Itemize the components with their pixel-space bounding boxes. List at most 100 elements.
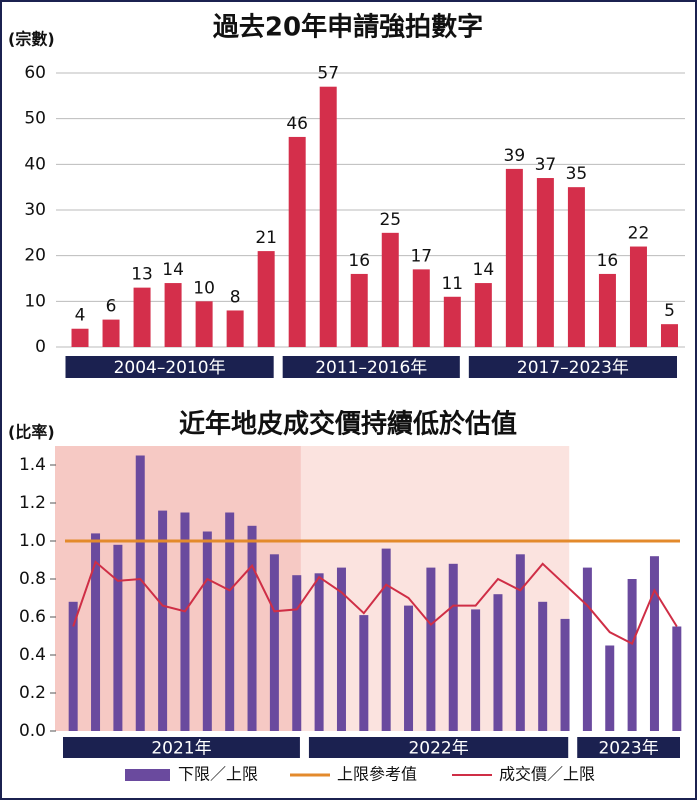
data-label: 6: [106, 297, 117, 317]
bar: [257, 251, 275, 347]
data-label: 21: [255, 228, 277, 248]
data-label: 14: [162, 260, 184, 280]
legend-label: 下限／上限: [178, 765, 258, 784]
bar: [202, 531, 212, 731]
data-label: 16: [597, 251, 619, 271]
bar: [443, 296, 461, 347]
bar: [560, 618, 570, 731]
bar: [359, 615, 369, 731]
bar: [133, 287, 151, 347]
data-label: 10: [193, 278, 215, 298]
bar: [605, 645, 615, 731]
bar: [68, 601, 78, 731]
y-tick-label: 0.6: [19, 607, 46, 627]
group-label: 2023年: [598, 739, 658, 759]
data-label: 35: [566, 164, 588, 184]
bar: [225, 512, 235, 731]
bar: [493, 594, 503, 731]
bar: [113, 544, 123, 731]
data-label: 57: [317, 64, 339, 84]
y-tick-label: 1.0: [19, 531, 46, 551]
bar: [102, 319, 120, 347]
legend-label: 成交價／上限: [499, 765, 595, 784]
bar: [247, 525, 257, 731]
data-label: 13: [131, 265, 153, 285]
data-label: 37: [535, 155, 557, 175]
data-label: 11: [441, 274, 463, 294]
group-label: 2017–2023年: [517, 358, 629, 378]
bar: [135, 455, 145, 731]
bar: [91, 533, 101, 731]
bar: [649, 556, 659, 731]
bar: [474, 283, 492, 347]
group-label: 2004–2010年: [114, 358, 226, 378]
bar: [381, 232, 399, 347]
data-label: 14: [473, 260, 495, 280]
y-tick-label: 0.4: [19, 645, 46, 665]
bar: [536, 178, 554, 347]
bar: [629, 246, 647, 347]
legend-label: 上限參考值: [337, 765, 417, 784]
group-label: 2021年: [151, 739, 211, 759]
group-label: 2011–2016年: [315, 358, 427, 378]
bar: [426, 567, 436, 731]
bar: [319, 86, 337, 347]
chart-title: 過去20年申請強拍數字: [213, 12, 483, 43]
bar: [471, 609, 481, 731]
y-tick-label: 0: [35, 337, 46, 357]
bar: [180, 512, 190, 731]
y-axis-label: (比率): [8, 423, 55, 442]
bar: [505, 168, 523, 347]
line: [72, 560, 678, 645]
data-label: 4: [75, 306, 86, 326]
y-tick-label: 60: [24, 63, 46, 83]
y-tick-label: 50: [24, 109, 46, 129]
y-tick-label: 0.2: [19, 683, 46, 703]
y-tick-label: 0.0: [19, 721, 46, 741]
bar: [582, 567, 592, 731]
bar: [158, 510, 168, 731]
bar: [598, 273, 616, 347]
y-axis-label: (宗數): [8, 30, 55, 49]
bar: [412, 269, 430, 347]
group-band: [63, 737, 300, 758]
bar: [538, 601, 548, 731]
y-tick-label: 20: [24, 246, 46, 266]
bar: [567, 187, 585, 347]
data-label: 5: [664, 301, 675, 321]
y-tick-label: 10: [24, 291, 46, 311]
bar: [350, 273, 368, 347]
group-band: [65, 356, 274, 378]
group-band: [282, 356, 460, 378]
bar: [164, 283, 182, 347]
group-band: [308, 737, 569, 758]
y-tick-label: 1.4: [19, 455, 46, 475]
data-label: 39: [504, 146, 526, 166]
bar: [381, 548, 391, 731]
bar: [195, 301, 213, 347]
bar: [627, 579, 637, 731]
chart-title: 近年地皮成交價持續低於估值: [179, 409, 517, 440]
bar: [515, 554, 525, 731]
data-label: 22: [628, 224, 650, 244]
bar: [226, 310, 244, 347]
bar: [71, 328, 89, 347]
data-label: 17: [410, 246, 432, 266]
bar: [288, 136, 306, 347]
y-tick-label: 30: [24, 200, 46, 220]
group-band: [468, 356, 677, 378]
bar: [448, 563, 458, 731]
data-label: 16: [348, 251, 370, 271]
bar: [660, 324, 678, 347]
y-tick-label: 1.2: [19, 493, 46, 513]
bar: [292, 575, 302, 731]
y-tick-label: 0.8: [19, 569, 46, 589]
data-label: 46: [286, 114, 308, 134]
data-label: 25: [379, 210, 401, 230]
group-label: 2022年: [408, 739, 468, 759]
legend-swatch: [125, 769, 170, 781]
bar: [269, 554, 279, 731]
bar: [336, 567, 346, 731]
y-tick-label: 40: [24, 154, 46, 174]
